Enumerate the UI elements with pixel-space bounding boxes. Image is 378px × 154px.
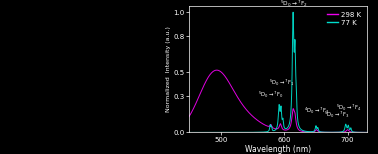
Legend: 298 K, 77 K: 298 K, 77 K bbox=[325, 10, 363, 28]
Y-axis label: Normalized  Intensity (a.u.): Normalized Intensity (a.u.) bbox=[166, 26, 171, 112]
Text: $^5$D$_0$$\to$$^7$F$_4$: $^5$D$_0$$\to$$^7$F$_4$ bbox=[336, 103, 361, 113]
Text: $^5$D$_0$$\to$$^7$F$_0$: $^5$D$_0$$\to$$^7$F$_0$ bbox=[257, 90, 283, 100]
Text: $^5$D$_0$$\to$$^7$F$_3$: $^5$D$_0$$\to$$^7$F$_3$ bbox=[324, 110, 349, 120]
Text: $^4$D$_0$$\to$$^7$F$_3$: $^4$D$_0$$\to$$^7$F$_3$ bbox=[304, 105, 329, 116]
Text: $^5$D$_0$$\to$$^7$F$_1$: $^5$D$_0$$\to$$^7$F$_1$ bbox=[269, 78, 294, 88]
Text: $^5$D$_0$$\to$$^7$F$_2$: $^5$D$_0$$\to$$^7$F$_2$ bbox=[280, 0, 308, 9]
X-axis label: Wavelength (nm): Wavelength (nm) bbox=[245, 145, 311, 154]
